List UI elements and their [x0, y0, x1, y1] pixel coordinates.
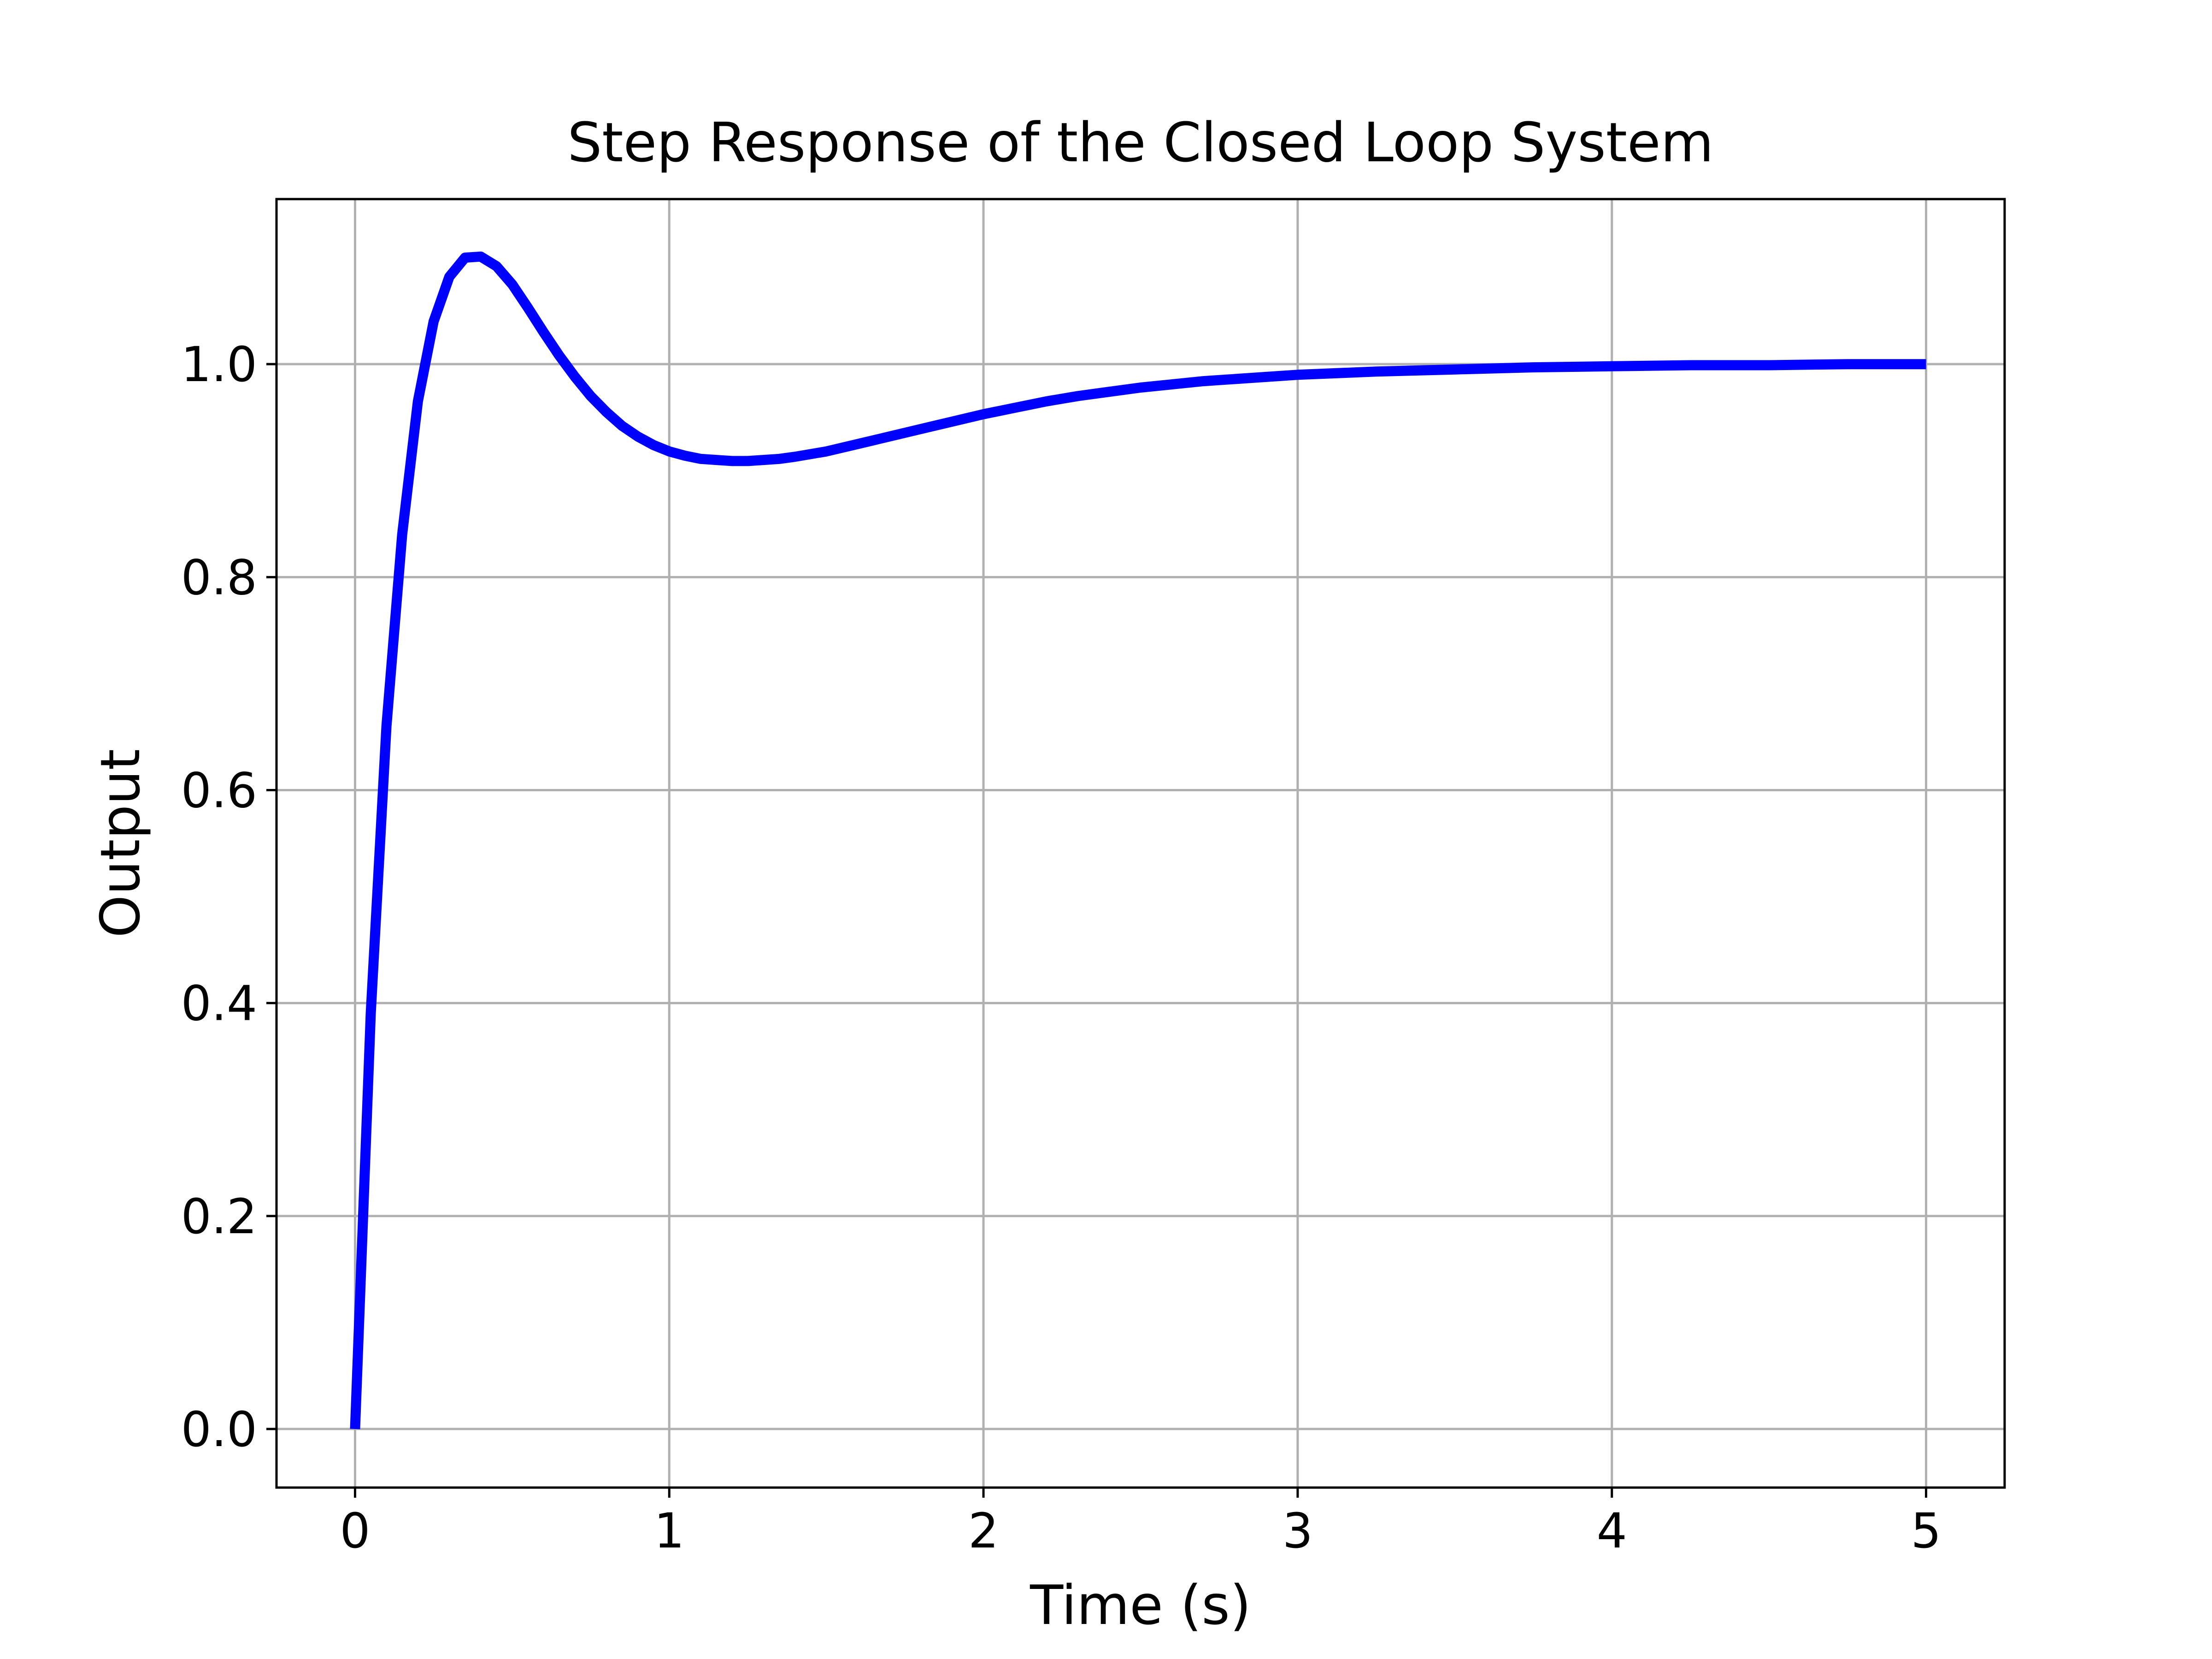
y-tick-label: 1.0	[181, 336, 257, 393]
plot-series	[350, 251, 1926, 1430]
x-tick-label: 1	[654, 1503, 684, 1559]
y-tick-label: 0.6	[181, 762, 257, 818]
y-axis-ticks: 0.0 0.2 0.4 0.6 0.8 1.0	[181, 336, 276, 1458]
x-tick-label: 0	[340, 1503, 370, 1559]
y-axis-label: Output	[88, 749, 152, 938]
y-tick-label: 0.2	[181, 1188, 257, 1245]
plot-area-frame	[275, 198, 2006, 1489]
x-tick-label: 4	[1597, 1503, 1627, 1559]
y-tick-label: 0.8	[181, 549, 257, 606]
x-axis-label: Time (s)	[1030, 1573, 1251, 1637]
chart-title: Step Response of the Closed Loop System	[567, 111, 1713, 174]
y-tick-label: 0.4	[181, 976, 257, 1032]
step-response-line	[350, 251, 1926, 1430]
x-axis-ticks: 0 1 2 3 4 5	[340, 1488, 1941, 1559]
x-tick-label: 5	[1911, 1503, 1941, 1559]
x-tick-label: 2	[968, 1503, 999, 1559]
x-tick-label: 3	[1282, 1503, 1313, 1559]
y-tick-label: 0.0	[181, 1401, 257, 1458]
